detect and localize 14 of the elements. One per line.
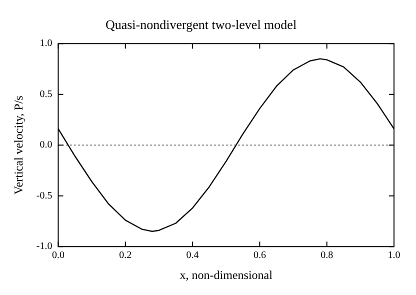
x-tick-label: 0.6 [253,250,266,262]
y-axis-title: Vertical velocity, P/s [11,95,26,195]
x-tick-label: 0.0 [52,250,64,262]
y-tick-label: 1.0 [40,38,52,50]
x-axis-title: x, non-dimensional [180,268,274,282]
x-tick-label: 0.4 [186,250,199,262]
chart-title: Quasi-nondivergent two-level model [105,17,297,32]
x-tick-label: 0.2 [119,250,132,262]
y-tick-label: -0.5 [36,190,52,202]
y-tick-label: 0.0 [40,140,52,151]
x-tick-label: 1.0 [388,250,400,262]
y-tick-label: -1.0 [36,241,52,252]
y-tick-label: 0.5 [40,88,52,100]
x-tick-label: 0.8 [320,250,334,262]
